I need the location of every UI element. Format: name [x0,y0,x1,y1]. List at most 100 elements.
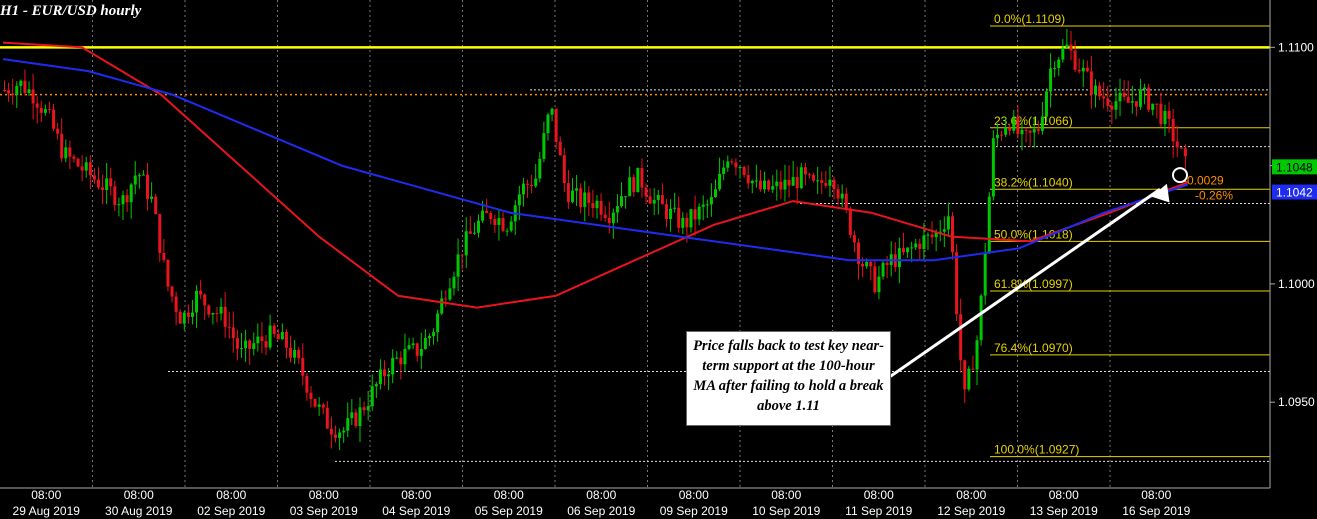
candle-body [554,108,558,142]
candle-body [615,206,619,213]
candle-body [105,178,109,190]
candle-body [195,290,199,313]
candle-body [150,196,154,199]
candle-body [113,186,117,206]
candle-body [783,179,787,190]
highlight-circle [1172,167,1188,184]
candle-body [975,340,979,370]
x-tick-date: 30 Aug 2019 [105,504,173,518]
change-percent: -0.26% [1195,188,1233,202]
candle-body [248,340,252,349]
annotation-arrowhead [1151,183,1170,203]
candle-body [669,208,673,219]
candle-body [640,167,644,188]
candle-body [477,220,480,233]
candle-body [660,194,664,205]
overlay-layer: -0.0029-0.26% [887,167,1233,380]
candle-body [1122,92,1126,97]
candle-body [190,312,194,317]
x-tick-time: 08:00 [864,488,894,502]
candle-body [1020,129,1024,135]
annotation-box: Price falls back to test key near-term s… [686,331,891,426]
candle-body [354,412,358,427]
candle-body [436,313,440,333]
candle-body [1118,92,1122,102]
candle-body [423,338,427,349]
candle-body [648,196,652,204]
candle-body [987,196,991,254]
candle-body [321,404,325,408]
candle-body [1000,134,1004,136]
x-tick-date: 12 Sep 2019 [937,504,1005,518]
candle-body [129,184,133,203]
y-tick-label: 1.1000 [1278,277,1315,291]
candle-body [611,212,615,224]
y-tick-label: 1.1100 [1278,40,1314,54]
candle-body [689,209,693,228]
candle-body [791,177,795,186]
candle-body [1069,44,1073,51]
candle-body [293,349,297,358]
candle-body [591,202,595,209]
candle-body [1179,147,1183,149]
candle-body [734,162,738,168]
candle-body [983,253,987,296]
candle-body [47,109,51,111]
candle-body [942,229,946,232]
candle-body [146,174,150,199]
x-tick-time: 08:00 [124,488,154,502]
fib-label: 100.0%(1.0927) [994,443,1079,457]
candle-body [121,195,125,205]
candle-body [714,189,717,198]
candle-body [211,313,215,315]
candle-body [1155,103,1159,105]
candle-body [329,428,333,435]
candle-body [481,210,485,221]
candle-body [444,298,448,300]
candle-body [1110,105,1114,110]
candle-body [64,147,68,159]
candle-body [338,432,342,438]
candle-body [395,357,399,359]
candle-body [795,177,799,189]
candle-body [632,177,636,193]
candle-body [403,348,407,365]
candle-body [705,204,709,206]
candle-body [1081,67,1085,72]
change-value: -0.0029 [1183,173,1224,187]
candle-body [27,89,31,93]
candle-body [873,266,877,293]
candle-body [96,179,100,188]
candle-body [971,368,975,370]
candle-body [60,133,64,159]
price-label: 1.1042 [1276,186,1313,200]
candle-body [383,369,387,377]
candle-body [244,340,248,349]
candle-body [922,235,926,249]
candle-body [460,254,464,256]
candle-body [276,334,280,340]
candle-body [333,434,337,438]
candle-body [80,166,84,171]
candle-body [84,162,88,171]
candle-body [906,247,910,253]
candle-body [235,338,239,349]
candle-body [701,204,705,207]
candle-body [158,214,162,253]
candle-body [542,133,546,159]
candle-body [1126,96,1130,103]
candle-body [681,217,685,228]
candle-body [427,336,431,339]
candle-body [526,183,530,185]
candle-body [979,295,983,341]
candle-body [256,336,260,344]
candle-body [1057,59,1061,68]
candle-body [432,332,436,337]
x-tick-time: 08:00 [216,488,246,502]
candle-body [673,207,677,209]
candle-body [995,134,999,139]
candle-body [374,384,378,387]
candle-body [264,341,268,348]
